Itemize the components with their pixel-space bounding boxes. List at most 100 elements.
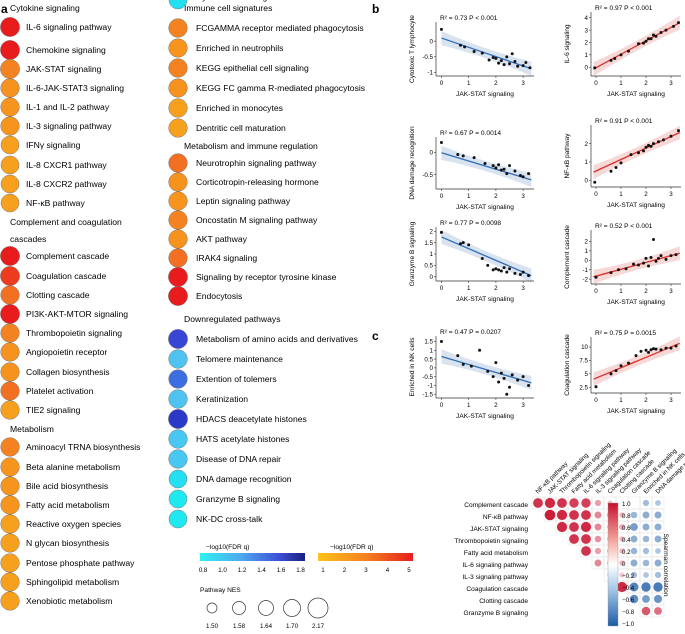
- heatmap-dot: [641, 582, 651, 592]
- scatter-xlabel: JAK-STAT signaling: [607, 91, 665, 98]
- x-tick-label: 0: [440, 402, 444, 409]
- scatter-point: [647, 350, 650, 354]
- scatter-point: [634, 354, 638, 358]
- heatmap-dot: [642, 547, 650, 555]
- pathway-label: IL-6 signaling pathway: [26, 22, 112, 32]
- scatter-ylabel: DNA damage recognition: [409, 126, 416, 200]
- fdr-down-tick: 0.8: [199, 567, 208, 574]
- pathway-label: Disease of DNA repair: [196, 454, 281, 464]
- scatter-point: [472, 156, 476, 160]
- scatter-panel: 2.5 5 7.5 10 0 1 2 3 R² = 0.75 P = 0.0015 JAK-STA…: [564, 330, 681, 415]
- pathway-label: Chemokine signaling: [26, 45, 106, 55]
- scatter-point: [593, 66, 597, 70]
- pathway-list-left: Cytokine signaling IL-6 signaling pathway…: [0, 3, 140, 611]
- pathway-label: NF-κB pathway: [26, 198, 85, 208]
- heatmap-dot: [581, 498, 591, 508]
- pathway-label: KEGG epithelial cell signaling: [196, 63, 309, 73]
- y-tick-label: 2: [585, 141, 589, 148]
- y-tick-label: 0: [585, 258, 589, 265]
- pathway-label: Thrombopoietin signaling: [26, 328, 122, 338]
- scatter-xlabel: JAK-STAT signaling: [456, 204, 514, 211]
- pathway-bubble: [0, 323, 20, 343]
- y-tick-label: 2: [585, 40, 589, 47]
- pathway-bubble: [0, 437, 20, 457]
- scatter-panels: 0 -0.5 -1 0 1 2 3 R² = 0.73 P < 0.001 JAK-STAT s…: [409, 5, 681, 420]
- heatmap-dot: [619, 560, 625, 566]
- pathway-bubble: [168, 489, 188, 509]
- x-tick-label: 0: [594, 397, 598, 404]
- pathway-bubble: [168, 58, 188, 78]
- scatter-point: [505, 55, 509, 59]
- heatmap-dot: [653, 582, 663, 592]
- y-tick-label: 7.5: [579, 358, 588, 365]
- pathway-label: Dentritic cell maturation: [196, 123, 286, 133]
- scatter-point: [652, 238, 655, 242]
- pathway-label: Telomere maintenance: [196, 354, 283, 364]
- nes-size-label: 2.17: [312, 623, 325, 630]
- scatter-ylabel: Granzyme B signaling: [409, 221, 416, 286]
- x-tick-label: 1: [467, 402, 471, 409]
- pathway-label: IFNγ signaling: [26, 140, 81, 150]
- scatter-ylabel: Coagulation cascade: [564, 334, 571, 396]
- pathway-bubble: [168, 286, 188, 306]
- scatter-point: [497, 163, 501, 167]
- heatmap-dot: [594, 535, 602, 543]
- pathway-bubble: [168, 389, 188, 409]
- scatter-point: [647, 143, 650, 147]
- heatmap-dot: [654, 523, 662, 531]
- colorbar-tick: −0.6: [622, 597, 635, 604]
- heatmap-dot: [581, 546, 591, 556]
- heatmap-dot: [594, 523, 602, 531]
- regression-line: [593, 131, 681, 173]
- scatter-ylabel: Cytotoxic T lymphocyte: [409, 15, 416, 83]
- scatter-point: [461, 241, 465, 245]
- heatmap-row-label: NF-κB pathway: [483, 514, 529, 521]
- fdr-down-tick: 1.2: [238, 567, 247, 574]
- pathway-bubble: [168, 509, 188, 529]
- scatter-point: [614, 166, 618, 170]
- scatter-point: [518, 173, 522, 177]
- scatter-point: [624, 267, 628, 271]
- scatter-point: [664, 346, 668, 350]
- x-tick-label: 2: [644, 191, 648, 198]
- pathway-label: Endocytosis: [196, 291, 242, 301]
- category-header: Metabolism and immune regulation: [184, 141, 318, 151]
- heatmap-dot: [619, 512, 625, 518]
- scatter-point: [497, 61, 501, 65]
- heatmap-dot: [654, 571, 662, 579]
- scatter-panel: 0 -0.5 -1 0 1 2 3 R² = 0.73 P < 0.001 JAK-STAT s…: [409, 15, 534, 98]
- nes-size-circle: [206, 602, 218, 614]
- x-tick-label: 3: [669, 288, 673, 295]
- pathway-bubble: [168, 229, 188, 249]
- heatmap-row-label: Coagulation cascade: [466, 586, 528, 593]
- scatter-xlabel: JAK-STAT signaling: [607, 202, 665, 209]
- scatter-stats: R² = 0.97 P < 0.001: [595, 5, 653, 12]
- heatmap-dot: [556, 509, 568, 521]
- heatmap-dot: [654, 511, 662, 519]
- heatmap-dot: [642, 535, 650, 543]
- scatter-point: [637, 263, 640, 267]
- scatter-point: [487, 58, 491, 62]
- y-tick-label: 0.5: [424, 263, 433, 270]
- scatter-point: [654, 34, 658, 38]
- pathway-bubble: [168, 267, 188, 287]
- heatmap-dot: [653, 594, 663, 604]
- colorbar-tick: −0.4: [622, 585, 635, 592]
- scatter-point: [491, 375, 495, 379]
- scatter-point: [664, 28, 668, 32]
- scatter-point: [499, 59, 503, 63]
- scatter-point: [491, 164, 495, 168]
- scatter-point: [521, 375, 525, 379]
- scatter-point: [677, 129, 680, 133]
- fdr-up-colorbar: [318, 553, 413, 561]
- pathway-label: Complement cascade: [26, 251, 109, 261]
- panel-label-c: c: [372, 329, 379, 343]
- pathway-label: Bile acid biosynthesis: [26, 481, 108, 491]
- pathway-label: Metabolism of amino acids and derivative…: [196, 334, 358, 344]
- y-tick-label: 0: [585, 64, 589, 71]
- heatmap-dot: [642, 511, 650, 519]
- y-tick-label: 3: [585, 27, 589, 34]
- colorbar-tick: −0.8: [622, 609, 635, 616]
- heatmap-dot: [619, 524, 625, 530]
- scatter-point: [609, 271, 613, 275]
